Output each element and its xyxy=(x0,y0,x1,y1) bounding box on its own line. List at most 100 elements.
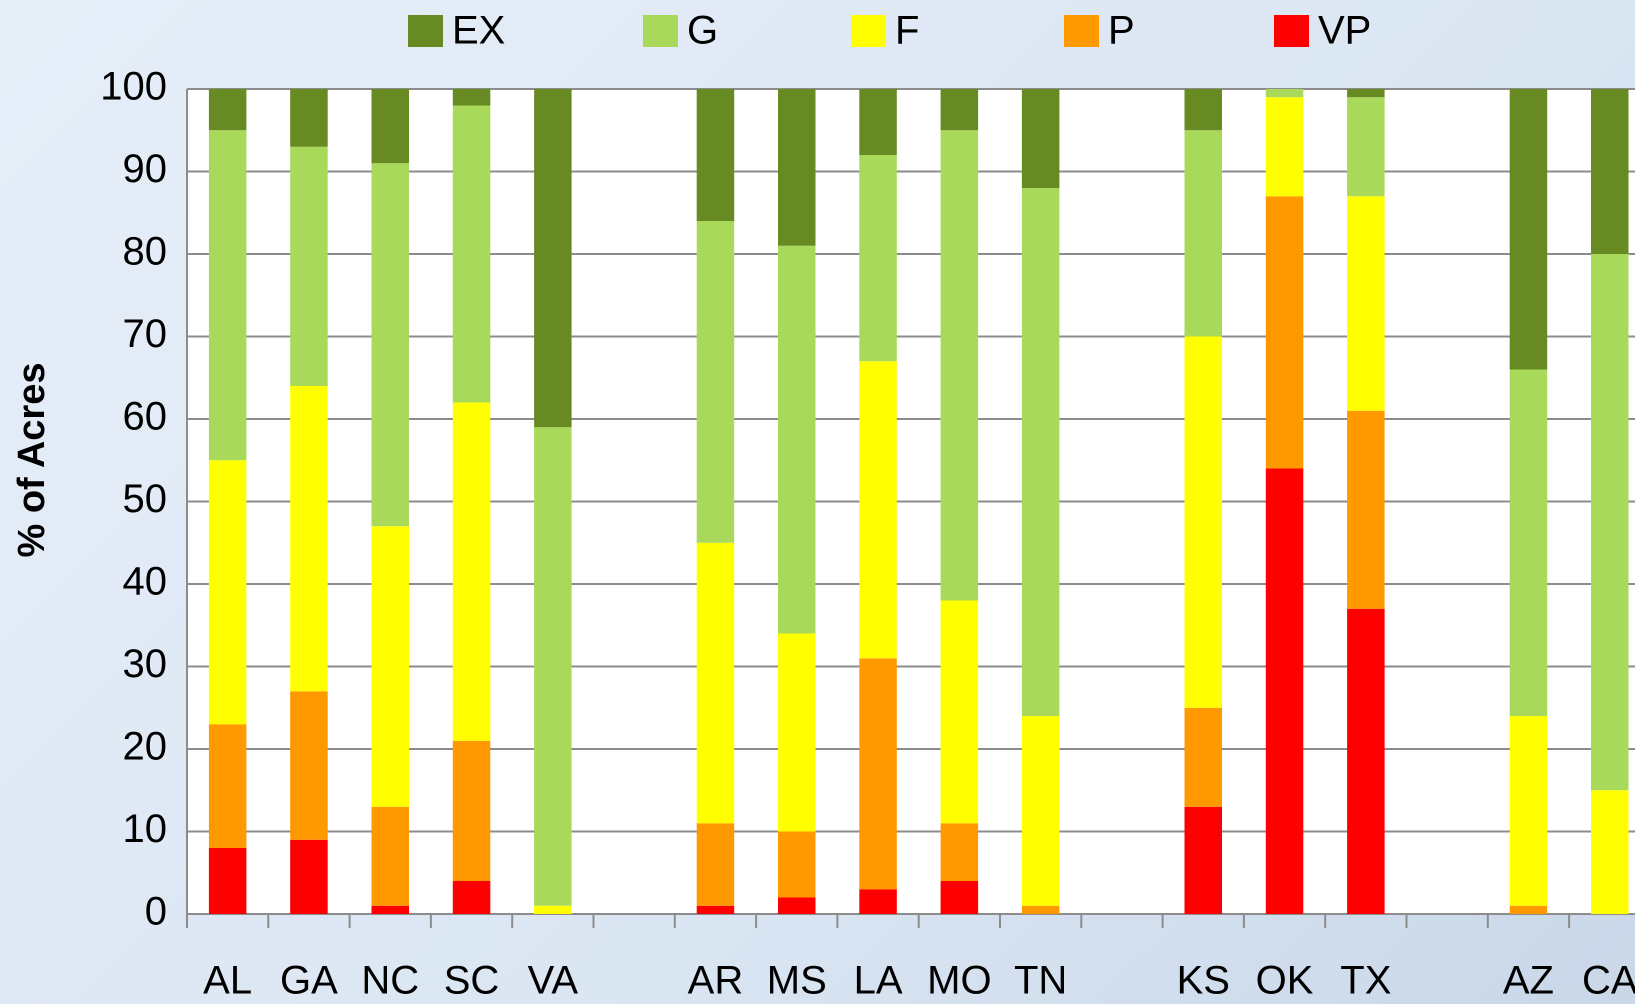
bar-segment xyxy=(290,839,328,914)
x-tick-label: MS xyxy=(767,959,827,1003)
bar-segment xyxy=(1021,188,1060,716)
bar-segment xyxy=(1184,130,1222,337)
bar-segment xyxy=(1021,905,1060,914)
bar-segment xyxy=(371,89,409,164)
x-tick-label: VA xyxy=(528,959,579,1003)
x-tick-label: AZ xyxy=(1503,959,1554,1003)
x-tick-label: KS xyxy=(1177,959,1230,1003)
bar-segment xyxy=(452,89,491,106)
legend-swatch xyxy=(1274,15,1309,47)
bar-segment xyxy=(1184,89,1222,131)
bar-segment xyxy=(859,889,897,914)
bar-segment xyxy=(1347,410,1385,609)
bar-segment xyxy=(1347,196,1385,411)
bar-segment xyxy=(452,881,491,914)
y-tick-label: 100 xyxy=(100,65,167,109)
bar-segment xyxy=(778,831,816,898)
y-axis-label: % of Acres xyxy=(11,363,53,558)
bar-segment xyxy=(696,542,735,824)
y-tick-label: 50 xyxy=(123,477,168,521)
y-tick-label: 10 xyxy=(123,807,168,851)
bar-segment xyxy=(534,427,572,906)
x-tick-label: MO xyxy=(927,959,991,1003)
legend-label: P xyxy=(1108,9,1135,53)
bar-segment xyxy=(1184,707,1222,807)
bar-segment xyxy=(534,905,572,914)
bar-segment xyxy=(778,633,816,832)
bar-segment xyxy=(371,806,409,906)
bar-segment xyxy=(1347,97,1385,197)
bar-segment xyxy=(452,402,491,741)
x-tick-label: LA xyxy=(854,959,903,1003)
bar-segment xyxy=(1509,716,1548,906)
bar-segment xyxy=(452,740,491,881)
y-tick-label: 40 xyxy=(123,560,168,604)
bar-segment xyxy=(940,600,979,824)
bar-segment xyxy=(778,897,816,914)
bar-segment xyxy=(1265,196,1304,469)
bar-segment xyxy=(290,146,328,386)
legend-label: G xyxy=(687,9,718,53)
bar-segment xyxy=(1591,89,1629,254)
y-tick-label: 0 xyxy=(145,890,167,934)
bar-segment xyxy=(1347,608,1385,914)
legend-swatch xyxy=(408,15,443,47)
bar-segment xyxy=(1184,806,1222,914)
bar-segment xyxy=(940,130,979,601)
x-tick-label: TX xyxy=(1340,959,1391,1003)
bar-segment xyxy=(534,89,572,428)
y-tick-label: 90 xyxy=(123,147,168,191)
bar-segment xyxy=(208,89,247,131)
x-tick-label: GA xyxy=(280,959,338,1003)
y-tick-label: 60 xyxy=(123,395,168,439)
bar-segment xyxy=(696,823,735,906)
bar-segment xyxy=(696,221,735,543)
x-tick-label: TN xyxy=(1014,959,1067,1003)
bar-segment xyxy=(452,105,491,403)
y-tick-label: 80 xyxy=(123,230,168,274)
bar-segment xyxy=(1509,369,1548,716)
bar-segment xyxy=(778,89,816,246)
bar-segment xyxy=(371,163,409,527)
legend-swatch xyxy=(643,15,678,47)
x-tick-label: SC xyxy=(444,959,500,1003)
bar-segment xyxy=(371,905,409,914)
bar-segment xyxy=(1265,89,1304,98)
bar-segment xyxy=(1509,89,1548,370)
bar-segment xyxy=(859,361,897,659)
bar-segment xyxy=(1591,790,1629,914)
y-tick-label: 20 xyxy=(123,725,168,769)
bar-segment xyxy=(290,386,328,692)
bar-segment xyxy=(208,460,247,725)
bar-segment xyxy=(1021,716,1060,906)
legend-swatch xyxy=(1064,15,1099,47)
bar-segment xyxy=(940,89,979,131)
bar-segment xyxy=(1591,254,1629,791)
bar-segment xyxy=(1347,89,1385,98)
legend-swatch xyxy=(851,15,886,47)
legend-label: VP xyxy=(1318,9,1371,53)
bar-segment xyxy=(696,905,735,914)
bar-segment xyxy=(696,89,735,221)
x-tick-label: OK xyxy=(1256,959,1314,1003)
x-tick-label: AR xyxy=(688,959,744,1003)
bar-segment xyxy=(940,823,979,881)
bar-segment xyxy=(208,848,247,914)
x-tick-label: NC xyxy=(361,959,419,1003)
bar-segment xyxy=(1021,89,1060,188)
bar-segment xyxy=(940,881,979,914)
bar-segment xyxy=(290,691,328,840)
bar-segment xyxy=(778,245,816,634)
bar-segment xyxy=(859,658,897,890)
y-tick-label: 70 xyxy=(123,312,168,356)
bar-segment xyxy=(208,724,247,848)
bar-segment xyxy=(1509,905,1548,914)
legend-label: EX xyxy=(452,9,505,53)
bar-segment xyxy=(859,89,897,155)
legend-label: F xyxy=(895,9,919,53)
bar-segment xyxy=(859,155,897,362)
bar-segment xyxy=(1184,336,1222,708)
bar-segment xyxy=(208,130,247,461)
